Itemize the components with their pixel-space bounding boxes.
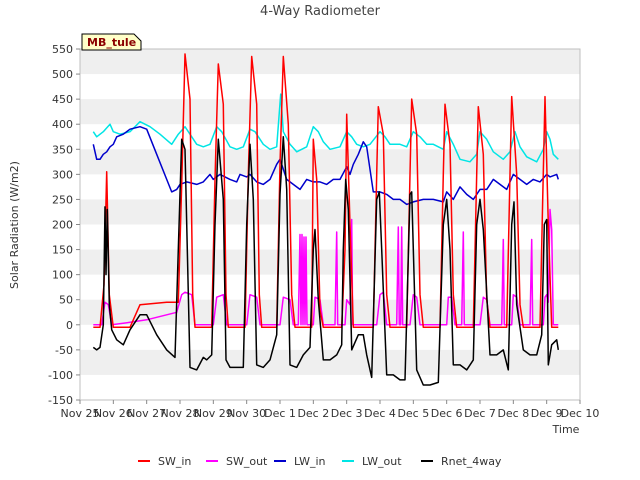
grid-band [80, 49, 580, 75]
grid-band [80, 149, 580, 175]
x-tick-label: Nov 30 [227, 407, 266, 420]
x-tick-label: Dec 7 [464, 407, 496, 420]
y-tick-label: 100 [52, 269, 73, 282]
y-tick-label: 500 [52, 68, 73, 81]
x-tick-label: Nov 28 [161, 407, 200, 420]
x-tick-label: Nov 25 [61, 407, 100, 420]
y-tick-label: -50 [55, 344, 73, 357]
x-tick-label: Dec 3 [331, 407, 363, 420]
y-tick-label: 200 [52, 219, 73, 232]
site-label: MB_tule [87, 36, 136, 49]
grid-band [80, 249, 580, 275]
legend-label: LW_out [362, 455, 402, 468]
y-tick-label: 50 [59, 294, 73, 307]
legend-label: LW_in [294, 455, 326, 468]
y-tick-label: 0 [66, 319, 73, 332]
y-tick-label: -150 [48, 394, 73, 407]
series-line-lw-in [92, 125, 560, 206]
x-tick-label: Dec 1 [264, 407, 296, 420]
grid-band [80, 199, 580, 225]
x-tick-label: Dec 8 [497, 407, 529, 420]
grid-band [80, 299, 580, 325]
x-axis-label: Time [552, 423, 580, 436]
series-line-rnet-4way [92, 136, 560, 386]
y-tick-label: 550 [52, 43, 73, 56]
x-tick-label: Nov 26 [94, 407, 133, 420]
chart-title: 4-Way Radiometer [260, 4, 381, 19]
y-tick-label: 400 [52, 118, 73, 131]
x-tick-label: Dec 6 [431, 407, 463, 420]
y-tick-label: 250 [52, 193, 73, 206]
legend-label: Rnet_4way [441, 455, 502, 468]
x-tick-label: Nov 27 [127, 407, 166, 420]
site-label-box: MB_tule [81, 33, 142, 51]
grid-band [80, 99, 580, 125]
legend: SW_in SW_out LW_in LW_out Rnet_4way [138, 455, 502, 468]
y-tick-label: 350 [52, 143, 73, 156]
legend-label: SW_out [226, 455, 268, 468]
x-tick-label: Dec 10 [561, 407, 600, 420]
y-axis-label: Solar Radiation (W/m2) [8, 161, 21, 289]
x-tick-label: Nov 29 [194, 407, 233, 420]
x-tick-label: Dec 5 [397, 407, 429, 420]
y-tick-label: 300 [52, 168, 73, 181]
y-tick-label: -100 [48, 369, 73, 382]
x-tick-label: Dec 4 [364, 407, 396, 420]
y-tick-label: 150 [52, 244, 73, 257]
y-tick-label: 450 [52, 93, 73, 106]
x-tick-label: Dec 2 [297, 407, 329, 420]
x-tick-label: Dec 9 [531, 407, 563, 420]
legend-label: SW_in [158, 455, 191, 468]
